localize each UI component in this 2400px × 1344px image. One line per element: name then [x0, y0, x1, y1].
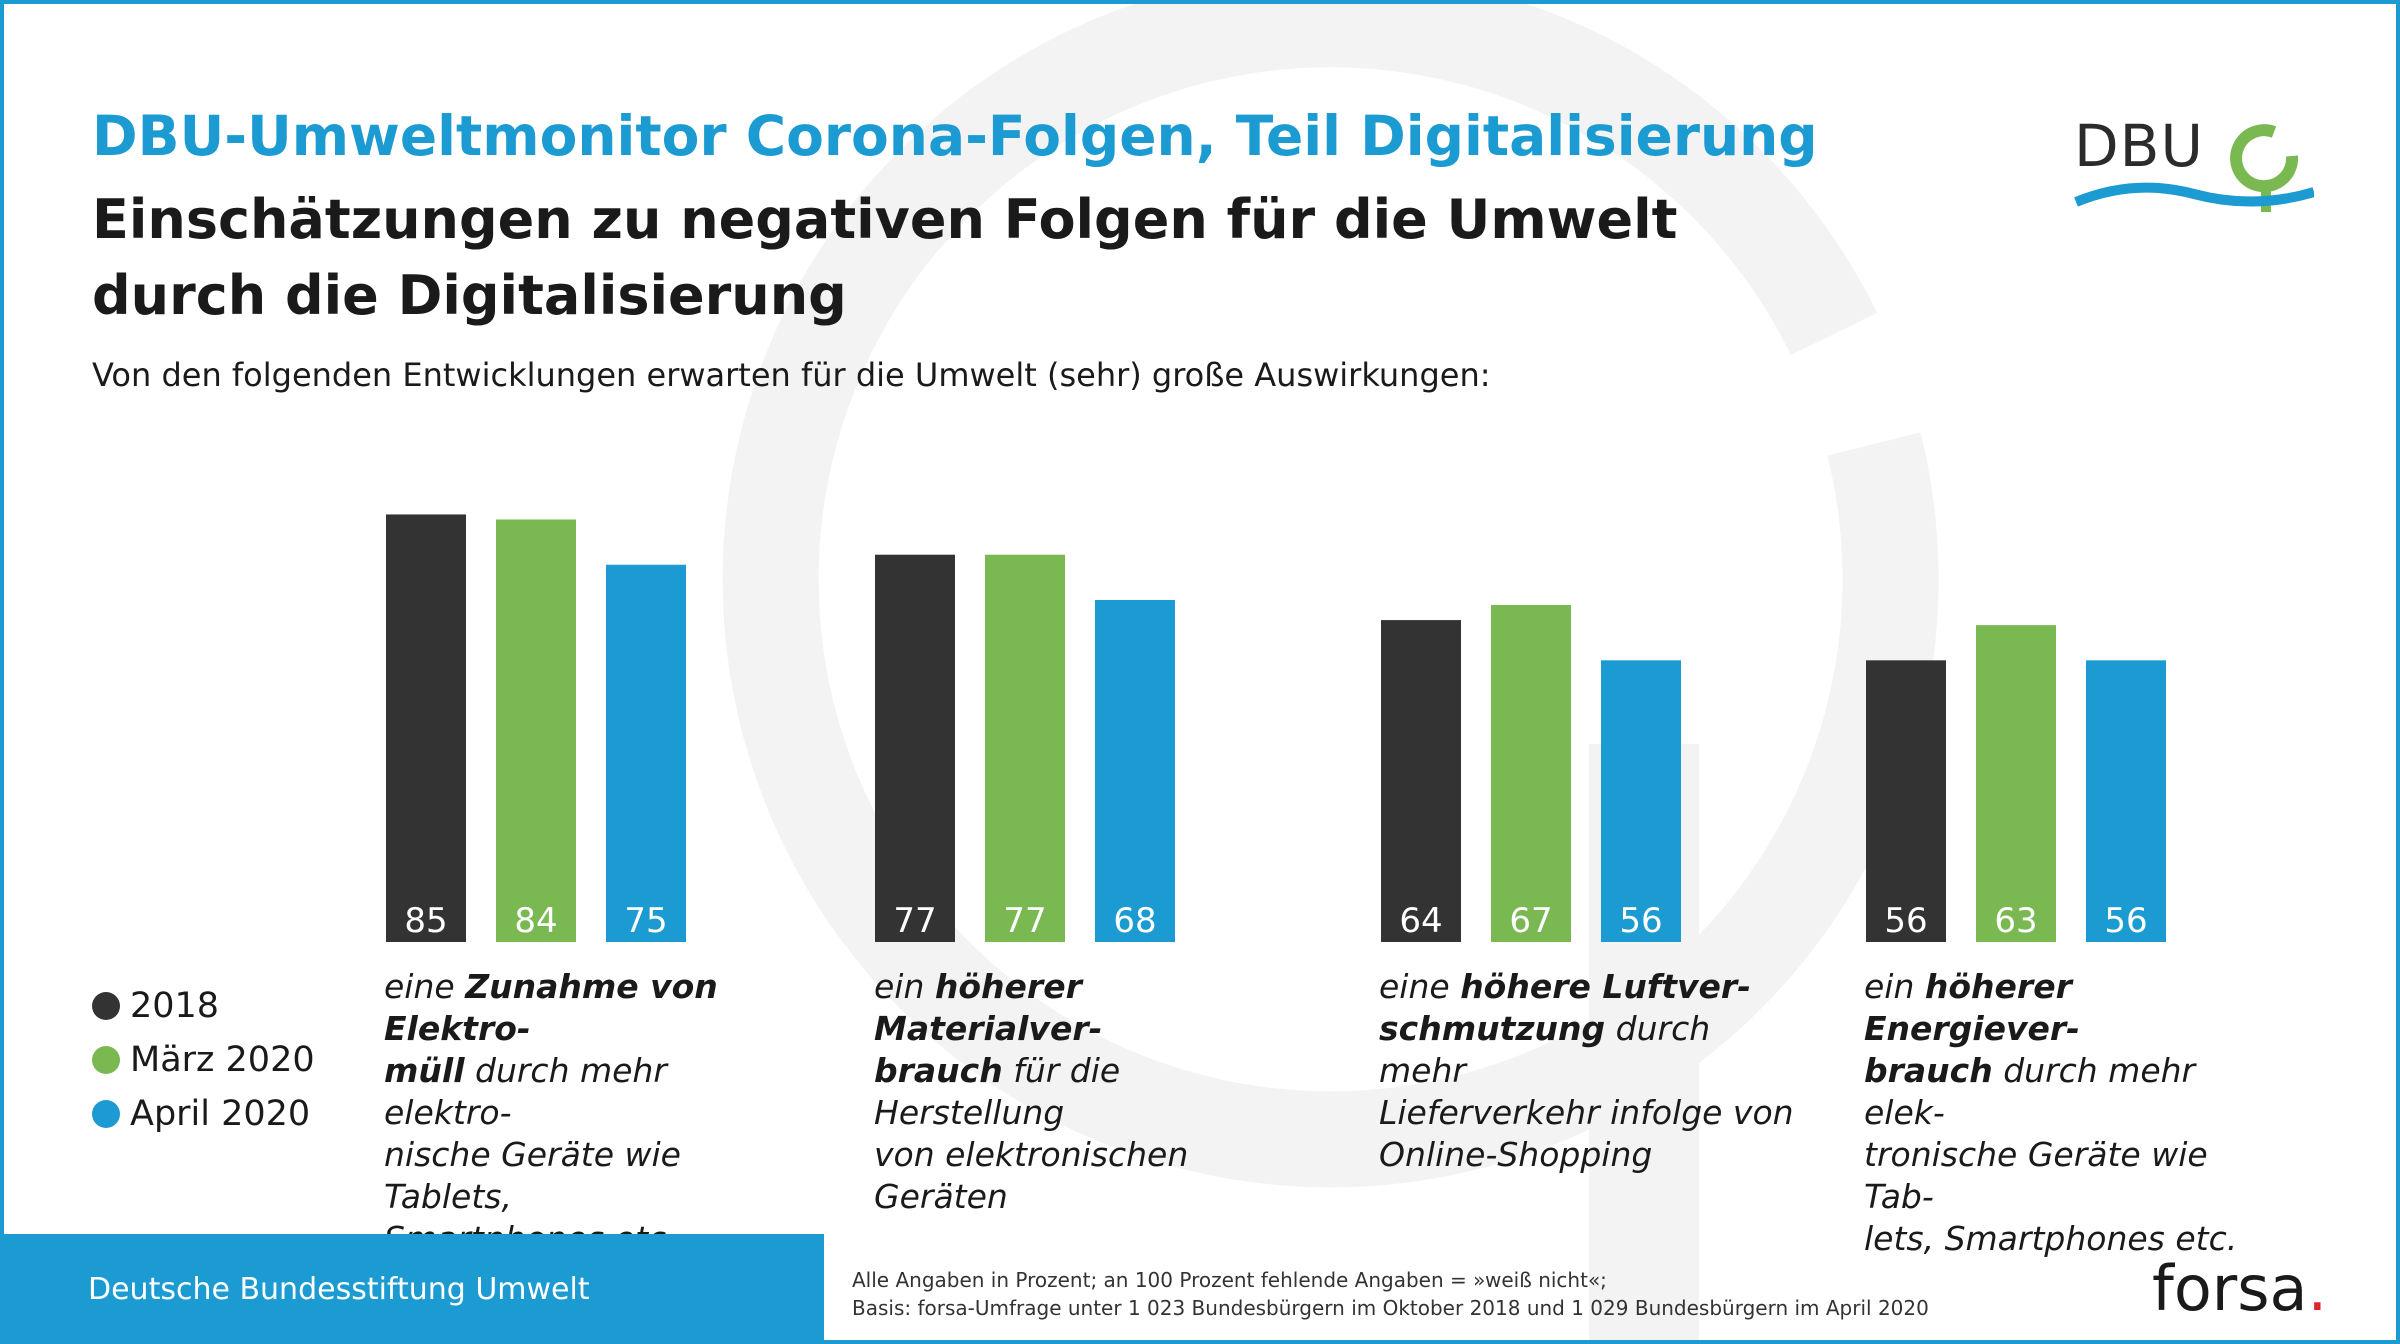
legend-swatch-april-2020: [92, 1100, 120, 1128]
footer-organization: Deutsche Bundesstiftung Umwelt: [88, 1272, 590, 1307]
legend-label-2018: 2018: [130, 986, 220, 1026]
value-label-april-2020-category-4: 56: [2104, 901, 2147, 941]
legend-item-april-2020: April 2020: [92, 1087, 315, 1141]
bar-2018-category-3: [1381, 620, 1461, 942]
chart-legend: 2018 März 2020 April 2020: [92, 979, 315, 1141]
survey-question: Von den folgenden Entwicklungen erwarten…: [92, 356, 1491, 394]
value-label-april-2020-category-3: 56: [1619, 901, 1662, 941]
category-label-energieverbrauch: ein höherer Energiever-brauch durch mehr…: [1864, 967, 2238, 1258]
value-label-maerz-2020-category-1: 84: [514, 901, 557, 941]
forsa-logo-dot: .: [2307, 1252, 2328, 1325]
value-label-april-2020-category-1: 75: [624, 901, 667, 941]
footnote-line-1: Alle Angaben in Prozent; an 100 Prozent …: [852, 1268, 1607, 1292]
bar-2018-category-4: [1866, 660, 1946, 942]
subtitle-line-1: Einschätzungen zu negativen Folgen für d…: [92, 188, 1678, 251]
forsa-logo: forsa.: [2152, 1252, 2327, 1325]
legend-swatch-2018: [92, 992, 120, 1020]
bar-april-2020-category-1: [606, 564, 686, 942]
bar-april-2020-category-4: [2086, 660, 2166, 942]
dbu-leaf-wave-icon: [2074, 124, 2314, 212]
legend-swatch-maerz-2020: [92, 1046, 120, 1074]
value-label-april-2020-category-2: 68: [1113, 901, 1156, 941]
value-label-maerz-2020-category-3: 67: [1509, 901, 1552, 941]
footnote-line-2: Basis: forsa-Umfrage unter 1 023 Bundesb…: [852, 1296, 1929, 1320]
subtitle-line-2: durch die Digitalisierung: [92, 264, 847, 327]
value-label-2018-category-1: 85: [404, 901, 447, 941]
legend-label-april-2020: April 2020: [130, 1094, 311, 1134]
bar-april-2020-category-3: [1601, 660, 1681, 942]
dbu-logo-text: DBU: [2074, 112, 2204, 180]
category-label-luftverschmutzung: eine höhere Luftver-schmutzung durch meh…: [1379, 967, 1794, 1174]
bar-maerz-2020-category-2: [985, 554, 1065, 942]
bar-maerz-2020-category-4: [1976, 625, 2056, 942]
dbu-logo: DBU: [2074, 94, 2314, 224]
bar-2018-category-2: [875, 554, 955, 942]
page-title: DBU-Umweltmonitor Corona-Folgen, Teil Di…: [92, 104, 1818, 168]
page-subtitle: Einschätzungen zu negativen Folgen für d…: [92, 182, 1678, 334]
category-label-materialverbrauch: ein höherer Materialver-brauch für die H…: [874, 967, 1189, 1216]
value-label-maerz-2020-category-4: 63: [1994, 901, 2037, 941]
legend-item-2018: 2018: [92, 979, 315, 1033]
legend-label-maerz-2020: März 2020: [130, 1040, 315, 1080]
legend-item-maerz-2020: März 2020: [92, 1033, 315, 1087]
bar-maerz-2020-category-3: [1491, 604, 1571, 942]
value-label-2018-category-3: 64: [1399, 901, 1442, 941]
category-label-elektromuell: eine Zunahme von Elektro-müll durch mehr…: [384, 967, 718, 1258]
footer-bar: Deutsche Bundesstiftung Umwelt: [4, 1234, 824, 1340]
bar-april-2020-category-2: [1095, 599, 1175, 942]
bar-chart: 85 77 64 56 84 77 67 63 75 68 56 56: [386, 514, 2166, 942]
bar-maerz-2020-category-1: [496, 519, 576, 942]
bar-2018-category-1: [386, 514, 466, 942]
forsa-logo-text: forsa: [2152, 1252, 2308, 1325]
value-label-maerz-2020-category-2: 77: [1003, 901, 1046, 941]
value-label-2018-category-2: 77: [893, 901, 936, 941]
value-label-2018-category-4: 56: [1884, 901, 1927, 941]
